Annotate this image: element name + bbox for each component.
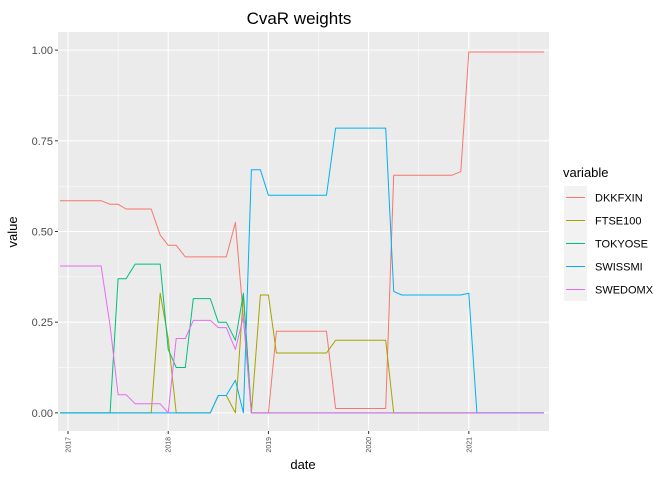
series-layer xyxy=(60,51,544,414)
x-tick-label: 2020 xyxy=(366,437,373,453)
x-tick-label: 2017 xyxy=(66,437,73,453)
legend: variable DKKFXIN FTSE100 TOKYOSE SWISSMI SWE… xyxy=(563,165,654,301)
legend-label-dkkfxin: DKKFXIN xyxy=(595,193,643,205)
series-line-swissmi xyxy=(60,127,544,414)
x-axis-title: date xyxy=(290,457,315,472)
series-line-swedomx xyxy=(60,265,544,414)
x-tick-label: 2019 xyxy=(266,437,273,453)
legend-label-swissmi: SWISSMI xyxy=(595,262,643,274)
y-tick-label: 0.50 xyxy=(32,227,53,239)
x-axis: 2017 2018 2019 2020 2021 xyxy=(66,431,473,453)
y-tick-label: 1.00 xyxy=(32,45,53,57)
x-tick-label: 2021 xyxy=(466,437,473,453)
legend-title: variable xyxy=(563,165,609,180)
y-axis-title: value xyxy=(5,216,20,247)
series-line-dkkfxin xyxy=(60,51,544,414)
legend-label-swedomx: SWEDOMX xyxy=(595,285,654,297)
y-tick-label: 0.00 xyxy=(32,408,53,420)
y-tick-label: 0.75 xyxy=(32,136,53,148)
chart-title: CvaR weights xyxy=(247,9,352,28)
y-axis: 0.00 0.25 0.50 0.75 1.00 xyxy=(32,45,58,420)
x-tick-label: 2018 xyxy=(166,437,173,453)
legend-label-tokyose: TOKYOSE xyxy=(595,239,648,251)
y-tick-label: 0.25 xyxy=(32,317,53,329)
legend-label-ftse100: FTSE100 xyxy=(595,216,641,228)
series-line-tokyose xyxy=(60,263,544,414)
